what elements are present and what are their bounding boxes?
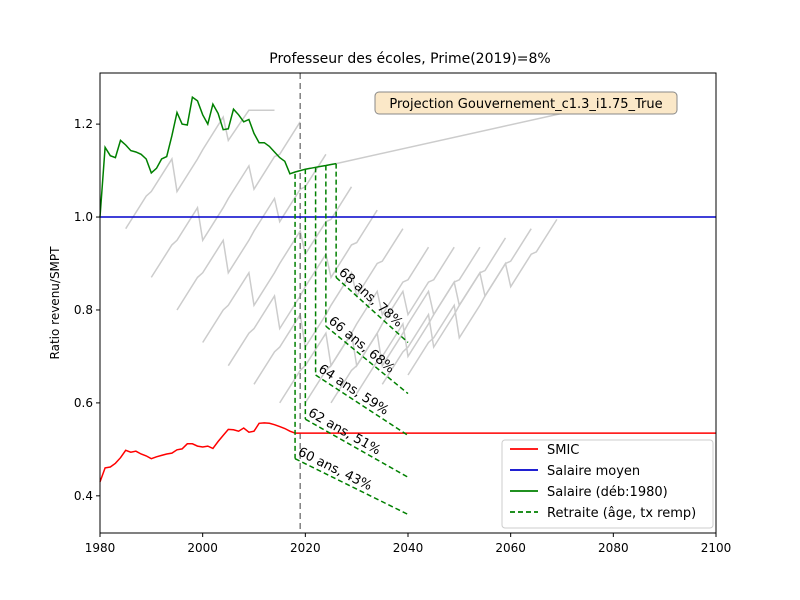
cohort-lines <box>125 109 573 404</box>
projection-box: Projection Gouvernement_c1.3_i1.75_True <box>374 91 678 115</box>
x-tick-label: 2100 <box>701 541 732 555</box>
cohort-line <box>176 153 327 311</box>
x-tick-label: 2060 <box>495 541 526 555</box>
cohort-line <box>253 228 404 385</box>
x-tick-label: 2080 <box>598 541 629 555</box>
cohort-line <box>202 186 353 343</box>
y-tick-label: 0.8 <box>74 303 93 317</box>
cohort-line <box>330 246 481 404</box>
retraite-line <box>304 418 409 478</box>
retraite-line <box>325 325 409 395</box>
cohort-line <box>227 209 378 367</box>
x-tick-label: 2040 <box>393 541 424 555</box>
projection-box-text: Projection Gouvernement_c1.3_i1.75_True <box>389 97 662 112</box>
x-tick-label: 2020 <box>290 541 321 555</box>
retraite-line <box>335 276 409 344</box>
cohort-line <box>381 228 532 385</box>
cohort-line <box>125 109 275 230</box>
series-layer <box>99 73 716 533</box>
y-tick-label: 1.2 <box>74 117 93 131</box>
retraite-label: 62 ans, 51% <box>305 406 383 459</box>
projection-line <box>335 110 573 165</box>
cohort-line <box>304 246 455 404</box>
y-tick-label: 0.4 <box>74 489 93 503</box>
series-line <box>99 95 337 218</box>
y-tick-label: 0.6 <box>74 396 93 410</box>
retraite-label: 64 ans, 59% <box>315 362 391 419</box>
projection-box-frame <box>374 91 678 115</box>
cohort-line <box>150 121 301 278</box>
x-tick-label: 1980 <box>85 541 116 555</box>
legend-label: Retraite (âge, tx remp) <box>547 506 696 521</box>
legend-frame <box>501 439 714 529</box>
axes: 1980 2000 2020 2040 2060 2080 2100 0.4 0.6 0.8 1.0… <box>74 117 731 555</box>
legend-label: SMIC <box>547 443 579 458</box>
cohort-line <box>407 218 558 376</box>
chart-title: Professeur des écoles, Prime(2019)=8% <box>269 51 550 67</box>
retraite-layer: 60 ans, 43%62 ans, 51%64 ans, 59%66 ans,… <box>294 163 409 516</box>
y-axis-label: Ratio revenu/SMPT <box>48 246 62 360</box>
legend-label: Salaire moyen <box>547 464 640 479</box>
y-tick-label: 1.0 <box>74 210 93 224</box>
series-line <box>99 422 716 483</box>
legend: SMIC Salaire moyen Salaire (déb:1980) Retra… <box>501 439 714 529</box>
retraite-line <box>315 374 409 437</box>
x-tick-label: 2000 <box>187 541 218 555</box>
retraite-line <box>294 457 409 516</box>
cohort-line <box>279 246 430 404</box>
cohort-line <box>356 237 507 395</box>
legend-label: Salaire (déb:1980) <box>547 485 668 500</box>
